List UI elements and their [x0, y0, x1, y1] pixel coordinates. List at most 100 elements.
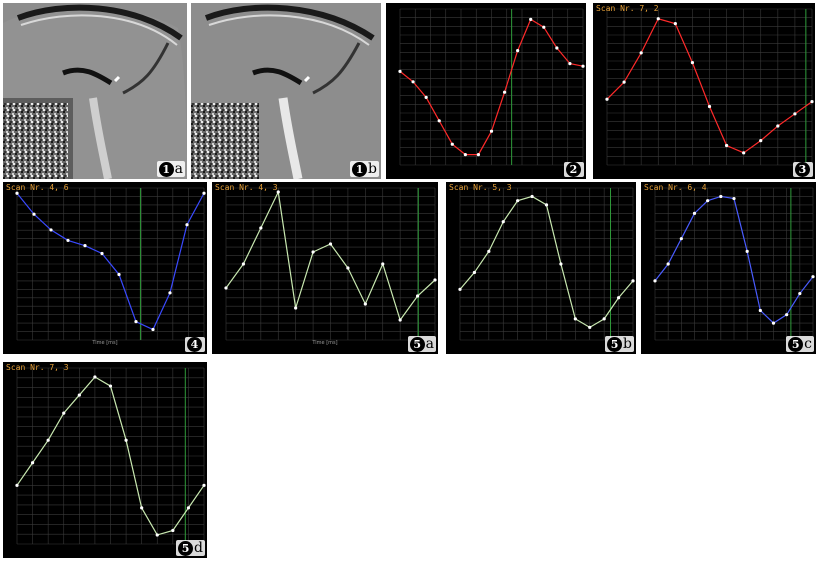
- data-point: [450, 142, 454, 146]
- data-point: [398, 318, 402, 322]
- data-point: [124, 438, 128, 442]
- data-point: [15, 191, 19, 195]
- data-point: [639, 51, 643, 55]
- data-point: [653, 279, 657, 283]
- data-point: [516, 49, 520, 53]
- data-point: [573, 317, 577, 321]
- data-point: [411, 80, 415, 84]
- data-point: [155, 533, 159, 537]
- data-point: [311, 250, 315, 254]
- data-point: [581, 64, 585, 68]
- data-point: [472, 270, 477, 275]
- data-point: [77, 393, 81, 397]
- data-point: [433, 278, 437, 282]
- x-axis-label-5a: Time [ms]: [312, 340, 338, 346]
- data-point: [666, 262, 670, 266]
- data-point: [771, 321, 776, 325]
- data-point: [381, 262, 385, 266]
- data-point: [140, 506, 144, 510]
- data-point: [568, 62, 572, 66]
- data-point: [185, 223, 189, 227]
- data-point: [732, 196, 736, 201]
- data-point: [759, 139, 763, 143]
- data-point: [758, 308, 762, 313]
- data-point: [542, 25, 546, 29]
- data-point: [151, 327, 155, 332]
- data-point: [707, 104, 712, 109]
- chart-svg-3: [605, 8, 814, 166]
- chart-svg-5b: [458, 187, 635, 341]
- data-point: [15, 483, 19, 487]
- data-point: [363, 302, 367, 306]
- chart-svg-5c: [653, 187, 815, 341]
- data-point: [328, 242, 333, 246]
- data-point: [415, 294, 420, 298]
- series-line: [16, 192, 205, 331]
- data-point: [476, 153, 481, 157]
- chart-title-5b: Scan Nr. 5, 3: [449, 183, 512, 192]
- chart-panel-3: Scan Nr. 7, 2 3: [593, 3, 815, 179]
- data-point: [673, 22, 677, 26]
- data-point: [793, 112, 797, 116]
- figure-label-4: 4: [185, 337, 205, 352]
- data-point: [742, 151, 746, 155]
- data-point: [62, 411, 66, 415]
- data-point: [46, 438, 50, 442]
- chart-panel-2: 2: [386, 3, 586, 179]
- data-point: [559, 262, 563, 266]
- data-point: [463, 153, 467, 157]
- data-point: [202, 191, 206, 195]
- data-point: [692, 211, 697, 215]
- data-point: [186, 506, 191, 510]
- data-point: [785, 313, 789, 317]
- data-point: [424, 95, 428, 99]
- data-point: [168, 291, 172, 295]
- data-point: [679, 237, 683, 241]
- data-point: [555, 46, 559, 50]
- data-point: [544, 203, 549, 207]
- chart-title-4: Scan Nr. 4, 6: [6, 183, 69, 192]
- data-point: [346, 266, 350, 270]
- data-point: [30, 461, 35, 465]
- data-point: [83, 244, 87, 248]
- data-point: [489, 129, 494, 133]
- data-point: [719, 194, 723, 199]
- data-point: [631, 279, 635, 283]
- data-point: [259, 226, 263, 230]
- data-point: [724, 143, 729, 148]
- data-point: [487, 249, 491, 253]
- data-point: [588, 325, 592, 329]
- data-point: [398, 69, 402, 73]
- data-point: [502, 90, 507, 94]
- data-point: [656, 17, 660, 21]
- chart-svg-4: [15, 187, 206, 341]
- data-point: [602, 317, 606, 321]
- data-point: [202, 483, 206, 487]
- figure-label-3: 3: [793, 162, 813, 177]
- mri-sagittal-1b: [191, 3, 381, 179]
- data-point: [66, 238, 70, 243]
- data-point: [501, 220, 505, 224]
- data-point: [690, 61, 695, 65]
- data-point: [811, 275, 815, 279]
- data-point: [516, 199, 520, 203]
- chart-title-5d: Scan Nr. 7, 3: [6, 363, 69, 372]
- data-point: [100, 251, 104, 256]
- data-point: [134, 320, 138, 324]
- figure-label-2: 2: [564, 162, 584, 177]
- data-point: [117, 272, 121, 277]
- data-point: [745, 249, 749, 253]
- chart-svg-2: [398, 8, 585, 166]
- data-point: [616, 296, 621, 300]
- data-point: [776, 124, 780, 128]
- chart-panel-4: Scan Nr. 4, 6 Time [ms] 4: [3, 182, 207, 354]
